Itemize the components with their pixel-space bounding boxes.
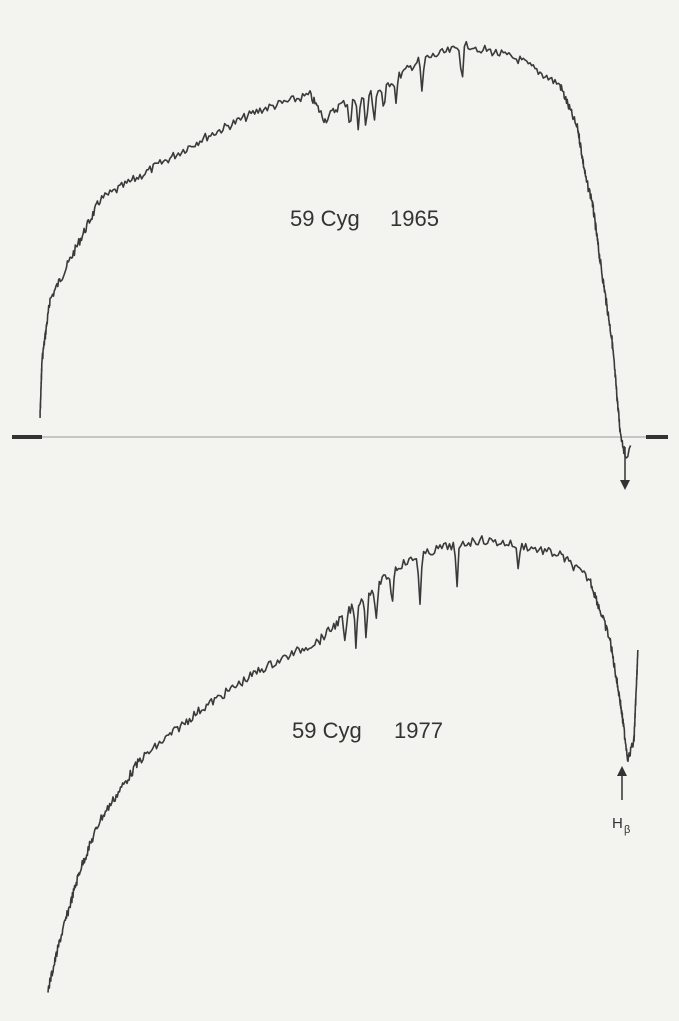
line-marker: H <box>612 815 623 832</box>
arrow-head <box>617 766 627 776</box>
spectrum-trace <box>47 535 639 993</box>
line-marker-subscript: β <box>624 824 630 836</box>
spectrum-trace <box>39 40 632 459</box>
spectrum-year: 1965 <box>390 206 439 231</box>
spectrum-year: 1977 <box>394 718 443 743</box>
spectrum-label: 59 Cyg <box>292 718 362 743</box>
arrow-head <box>620 480 630 490</box>
spectrum-label: 59 Cyg <box>290 206 360 231</box>
